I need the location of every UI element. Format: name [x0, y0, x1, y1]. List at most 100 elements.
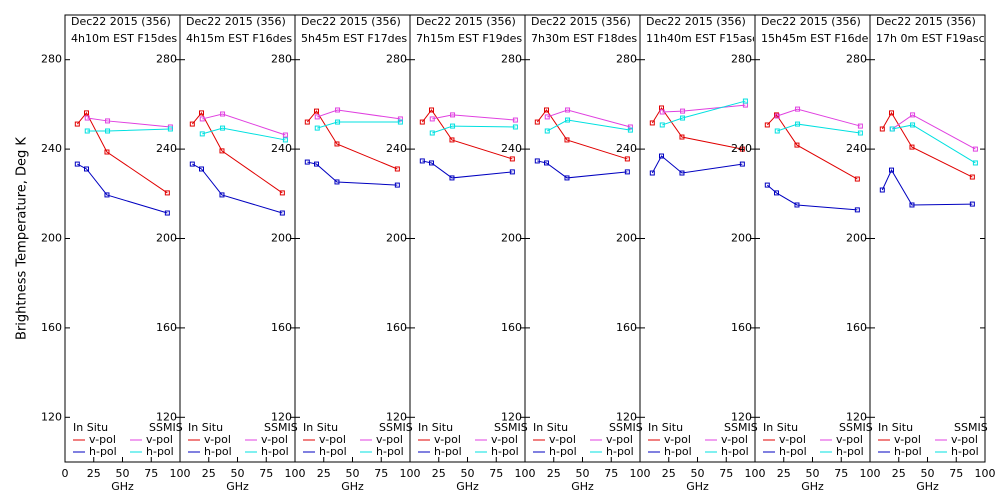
legend-label: h-pol — [319, 445, 347, 458]
series-line — [317, 121, 401, 129]
data-point — [774, 113, 780, 119]
legend-label: h-pol — [376, 445, 404, 458]
data-point — [795, 106, 801, 112]
data-point — [164, 210, 170, 216]
x-axis-label: GHz — [571, 480, 594, 493]
data-point — [429, 130, 435, 136]
y-tick-label: 280 — [156, 53, 177, 66]
data-point — [910, 112, 916, 118]
legend-label: v-pol — [491, 433, 518, 446]
x-tick-label: 25 — [892, 467, 906, 480]
panel-subtitle: 4h10m EST F15des — [71, 32, 177, 45]
legend-group: SSMIS — [379, 421, 413, 434]
series-line — [547, 109, 631, 128]
series-line — [421, 109, 513, 160]
data-point — [429, 116, 435, 122]
data-point — [649, 120, 655, 126]
data-point — [164, 190, 170, 196]
y-tick-label: 240 — [731, 142, 752, 155]
data-point — [84, 128, 90, 134]
legend-group: In Situ — [878, 421, 913, 434]
y-tick-label: 280 — [731, 53, 752, 66]
panel-header: Dec22 2015 (356) 7h30m EST F18des — [531, 15, 637, 45]
panel-title: Dec22 2015 (356) — [876, 15, 976, 28]
panel-header: Dec22 2015 (356) 5h45m EST F17des — [301, 15, 407, 45]
series-line — [766, 184, 858, 211]
legend-label: h-pol — [836, 445, 864, 458]
x-axis-label: GHz — [916, 480, 939, 493]
y-tick-label: 120 — [501, 410, 522, 423]
data-point — [910, 122, 916, 128]
series-line — [432, 125, 516, 134]
legend-group: In Situ — [648, 421, 683, 434]
x-tick-label: 100 — [170, 467, 191, 480]
data-point — [449, 137, 455, 143]
x-tick-label: 50 — [461, 467, 475, 480]
legend-group: SSMIS — [264, 421, 298, 434]
y-tick-label: 280 — [501, 53, 522, 66]
legend-label: v-pol — [434, 433, 461, 446]
data-point — [512, 117, 518, 123]
data-point — [219, 148, 225, 154]
data-point — [969, 201, 975, 207]
y-tick-label: 200 — [271, 232, 292, 245]
series-line — [651, 155, 743, 174]
data-point — [397, 116, 403, 122]
series-line — [536, 109, 628, 160]
y-tick-label: 200 — [386, 232, 407, 245]
series-line — [202, 127, 286, 141]
panel: Dec22 2015 (356) 17h 0m EST F19asc 120 160 2… — [846, 14, 996, 493]
legend-label: v-pol — [146, 433, 173, 446]
data-point — [304, 159, 310, 165]
x-tick-label: 25 — [87, 467, 101, 480]
legend-label: h-pol — [721, 445, 749, 458]
data-point — [199, 110, 205, 116]
legend-label: h-pol — [89, 445, 117, 458]
legend-group: In Situ — [533, 421, 568, 434]
data-point — [742, 98, 748, 104]
panel: Dec22 2015 (356) 4h15m EST F16des 120 160 20… — [156, 14, 306, 493]
y-tick-label: 160 — [156, 321, 177, 334]
data-point — [879, 187, 885, 193]
legend-label: h-pol — [204, 445, 232, 458]
data-point — [84, 166, 90, 172]
x-tick-label: 100 — [515, 467, 536, 480]
data-point — [199, 116, 205, 122]
y-tick-label: 120 — [41, 410, 62, 423]
x-axis-label: GHz — [226, 480, 249, 493]
panel-subtitle: 11h40m EST F15asc — [646, 32, 758, 45]
data-point — [544, 160, 550, 166]
data-point — [624, 169, 630, 175]
data-point — [279, 210, 285, 216]
data-point — [857, 123, 863, 129]
x-tick-label: 75 — [144, 467, 158, 480]
y-tick-label: 160 — [501, 321, 522, 334]
series-line — [307, 161, 398, 186]
data-point — [909, 144, 915, 150]
panel-title: Dec22 2015 (356) — [416, 15, 516, 28]
x-tick-label: 75 — [374, 467, 388, 480]
data-point — [764, 122, 770, 128]
x-tick-label: 50 — [691, 467, 705, 480]
series-line — [306, 110, 398, 170]
x-tick-label: 25 — [662, 467, 676, 480]
y-tick-label: 120 — [846, 410, 867, 423]
data-point — [889, 167, 895, 173]
panel-subtitle: 7h30m EST F18des — [531, 32, 637, 45]
data-point — [334, 141, 340, 147]
legend-label: v-pol — [549, 433, 576, 446]
legend-group: SSMIS — [494, 421, 528, 434]
series-line — [192, 163, 283, 214]
panel-header: Dec22 2015 (356) 4h10m EST F15des — [71, 15, 177, 45]
legend-label: h-pol — [549, 445, 577, 458]
legend-label: v-pol — [376, 433, 403, 446]
data-point — [794, 202, 800, 208]
panel-header: Dec22 2015 (356) 7h15m EST F19des — [416, 15, 522, 45]
y-tick-label: 280 — [41, 53, 62, 66]
data-point — [279, 190, 285, 196]
x-tick-label: 75 — [259, 467, 273, 480]
y-tick-label: 160 — [41, 321, 62, 334]
data-point — [334, 179, 340, 185]
x-tick-label: 75 — [834, 467, 848, 480]
data-point — [544, 114, 550, 120]
